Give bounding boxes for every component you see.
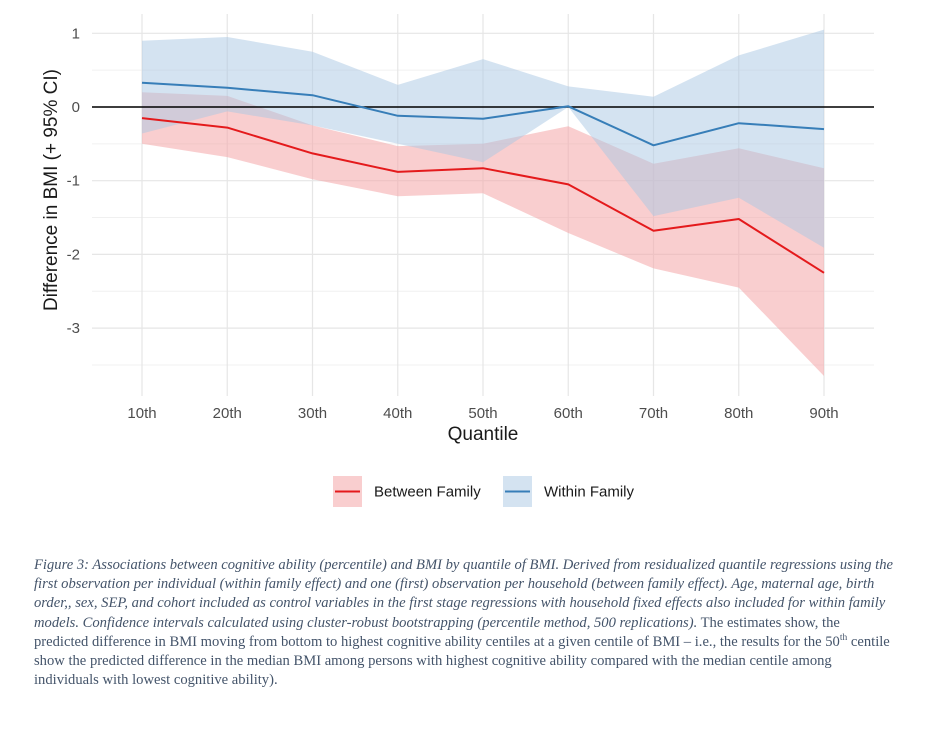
legend: Between Family Within Family: [333, 476, 635, 507]
x-tick-label: 50th: [468, 405, 497, 422]
series-line-between-family: [141, 117, 825, 274]
caption-superscript: th: [839, 632, 848, 643]
x-tick-label: 80th: [724, 405, 753, 422]
y-tick-label: 1: [72, 25, 80, 42]
x-tick-label: 10th: [127, 405, 156, 422]
ci-ribbon-between-family: [142, 92, 824, 377]
x-axis-title: Quantile: [448, 424, 519, 445]
y-tick-label: -2: [67, 246, 80, 263]
series-line-within-family: [141, 81, 825, 147]
caption-text-1: The estimates show, the predicted differ…: [34, 614, 840, 650]
x-tick-labels: 10th 20th 30th 40th 50th 60th 70th 80th 90th: [127, 405, 838, 422]
x-tick-label: 40th: [383, 405, 412, 422]
x-tick-label: 90th: [809, 405, 838, 422]
ci-ribbon-within-family: [142, 29, 824, 248]
y-tick-label: -1: [67, 173, 80, 190]
x-tick-label: 60th: [554, 405, 583, 422]
y-axis-title: Difference in BMI (+ 95% CI): [41, 69, 62, 311]
legend-label-within-family: Within Family: [544, 484, 635, 501]
caption-text-2: centile show the predicted difference in…: [34, 633, 890, 689]
y-tick-label: -3: [67, 320, 80, 337]
y-tick-labels: 1 0 -1 -2 -3: [67, 25, 80, 337]
x-tick-label: 30th: [298, 405, 327, 422]
x-tick-label: 70th: [639, 405, 668, 422]
y-tick-label: 0: [72, 99, 80, 116]
x-tick-label: 20th: [213, 405, 242, 422]
caption-italic: Figure 3: Associations between cognitive…: [34, 557, 893, 631]
legend-label-between-family: Between Family: [374, 484, 481, 501]
series-lines: [141, 81, 825, 274]
ci-ribbons: [142, 29, 824, 377]
chart-svg: 1 0 -1 -2 -3 10th 20th 30th 40th 50th 60th 70th 80t…: [41, 14, 874, 507]
figure-caption: Figure 3: Associations between cognitive…: [34, 556, 894, 690]
